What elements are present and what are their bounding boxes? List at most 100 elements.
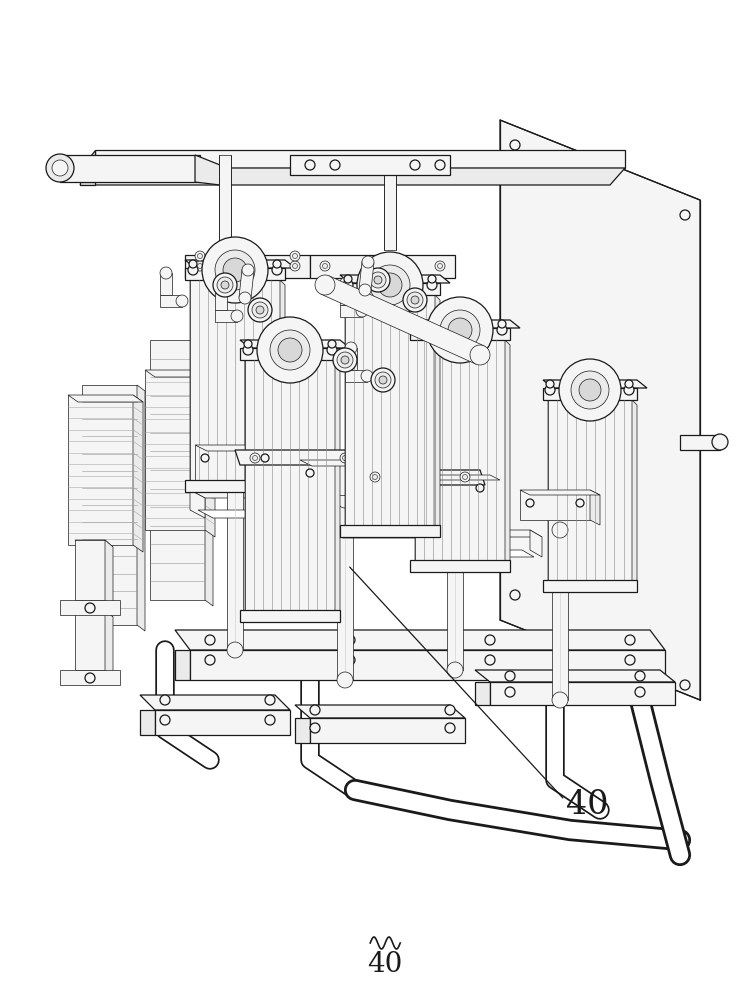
Circle shape xyxy=(426,484,434,492)
Polygon shape xyxy=(345,348,357,370)
Polygon shape xyxy=(340,305,362,317)
Polygon shape xyxy=(548,400,553,585)
Polygon shape xyxy=(60,600,120,615)
Circle shape xyxy=(85,603,95,613)
Circle shape xyxy=(328,340,336,348)
Polygon shape xyxy=(438,550,534,557)
Circle shape xyxy=(273,260,281,268)
Polygon shape xyxy=(295,718,310,743)
Circle shape xyxy=(257,317,323,383)
Polygon shape xyxy=(320,510,455,518)
Circle shape xyxy=(290,261,300,271)
Polygon shape xyxy=(185,260,295,268)
Circle shape xyxy=(231,310,243,322)
Polygon shape xyxy=(219,155,231,295)
Circle shape xyxy=(370,265,410,305)
Polygon shape xyxy=(321,276,484,364)
Polygon shape xyxy=(520,490,590,520)
Polygon shape xyxy=(300,460,380,495)
Circle shape xyxy=(310,705,320,715)
Polygon shape xyxy=(68,395,143,402)
Polygon shape xyxy=(500,120,700,700)
Polygon shape xyxy=(215,310,237,322)
Circle shape xyxy=(227,642,243,658)
Polygon shape xyxy=(150,340,205,600)
Polygon shape xyxy=(345,295,350,530)
Polygon shape xyxy=(80,150,95,185)
Circle shape xyxy=(320,261,330,271)
Circle shape xyxy=(343,280,353,290)
Circle shape xyxy=(201,454,209,462)
Circle shape xyxy=(375,372,391,388)
Circle shape xyxy=(440,310,480,350)
Circle shape xyxy=(46,154,74,182)
Circle shape xyxy=(290,251,300,261)
Circle shape xyxy=(197,263,203,268)
Polygon shape xyxy=(337,500,353,680)
Circle shape xyxy=(571,371,609,409)
Polygon shape xyxy=(227,480,243,650)
Polygon shape xyxy=(95,150,625,168)
Polygon shape xyxy=(105,610,113,677)
Polygon shape xyxy=(195,445,275,480)
Circle shape xyxy=(265,715,275,725)
Circle shape xyxy=(413,325,423,335)
Polygon shape xyxy=(335,360,340,615)
Polygon shape xyxy=(345,295,435,525)
Circle shape xyxy=(322,263,328,268)
Circle shape xyxy=(635,671,645,681)
Circle shape xyxy=(379,376,387,384)
Circle shape xyxy=(160,267,172,279)
Polygon shape xyxy=(133,395,143,552)
Circle shape xyxy=(213,273,237,297)
Circle shape xyxy=(239,292,251,304)
Polygon shape xyxy=(175,630,665,650)
Circle shape xyxy=(362,256,374,268)
Polygon shape xyxy=(543,580,637,592)
Circle shape xyxy=(197,253,203,258)
Circle shape xyxy=(357,252,423,318)
Polygon shape xyxy=(384,155,396,250)
Circle shape xyxy=(414,320,422,328)
Circle shape xyxy=(52,160,68,176)
Polygon shape xyxy=(410,560,510,572)
Circle shape xyxy=(265,695,275,705)
Circle shape xyxy=(195,251,205,261)
Circle shape xyxy=(227,472,243,488)
Circle shape xyxy=(485,655,495,665)
Circle shape xyxy=(337,672,353,688)
Circle shape xyxy=(447,507,463,523)
Circle shape xyxy=(427,297,493,363)
Polygon shape xyxy=(340,525,440,537)
Circle shape xyxy=(411,296,419,304)
Polygon shape xyxy=(75,540,113,547)
Circle shape xyxy=(340,453,350,463)
Circle shape xyxy=(625,380,633,388)
Circle shape xyxy=(559,359,621,421)
Circle shape xyxy=(248,298,272,322)
Polygon shape xyxy=(490,682,675,705)
Polygon shape xyxy=(245,360,335,610)
Circle shape xyxy=(370,472,380,482)
Polygon shape xyxy=(175,650,190,680)
Circle shape xyxy=(374,276,382,284)
Circle shape xyxy=(545,385,555,395)
Circle shape xyxy=(460,472,470,482)
Circle shape xyxy=(176,295,188,307)
Circle shape xyxy=(438,263,443,268)
Circle shape xyxy=(361,370,373,382)
Circle shape xyxy=(410,160,420,170)
Polygon shape xyxy=(140,695,290,710)
Polygon shape xyxy=(355,470,485,485)
Polygon shape xyxy=(310,718,465,743)
Circle shape xyxy=(445,705,455,715)
Polygon shape xyxy=(295,705,465,718)
Circle shape xyxy=(252,302,268,318)
Polygon shape xyxy=(310,255,455,278)
Circle shape xyxy=(497,325,507,335)
Circle shape xyxy=(253,456,257,460)
Polygon shape xyxy=(160,295,182,307)
Polygon shape xyxy=(198,510,317,518)
Polygon shape xyxy=(430,530,542,537)
Polygon shape xyxy=(190,490,205,518)
